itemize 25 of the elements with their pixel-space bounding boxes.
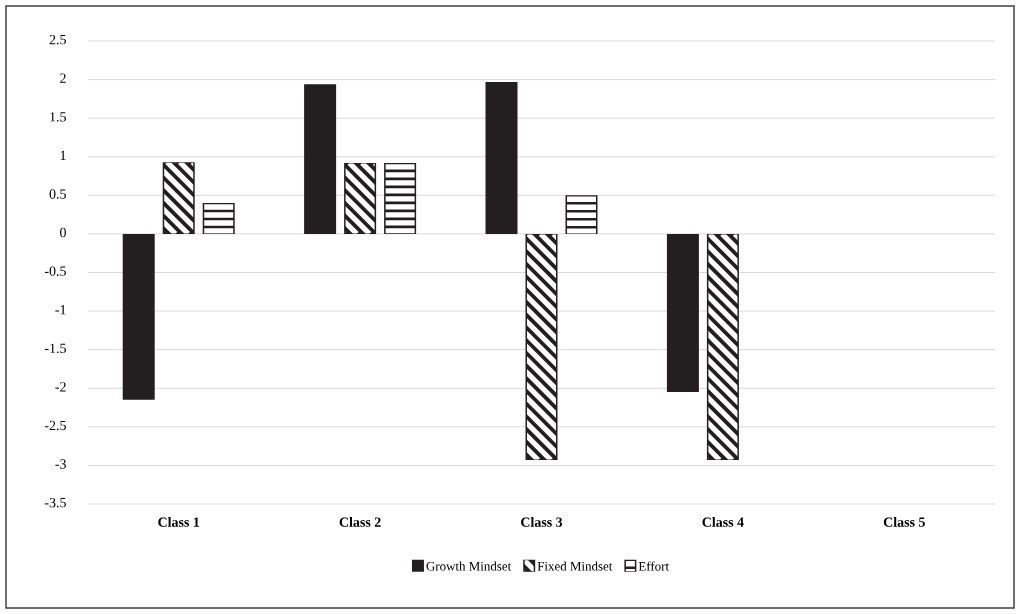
y-tick-label: 2 xyxy=(60,73,66,83)
y-tick-label: -3 xyxy=(55,459,66,469)
y-tick-label: 0 xyxy=(60,227,66,238)
x-tick-label: Class 2 xyxy=(339,516,381,527)
x-tick-label: Class 1 xyxy=(158,516,200,527)
bar xyxy=(666,233,699,393)
y-tick-label: -1 xyxy=(55,305,66,315)
x-tick-label: Class 4 xyxy=(702,516,744,527)
legend-label: Fixed Mindset xyxy=(537,561,613,571)
bar xyxy=(122,233,155,400)
x-tick-label: Class 3 xyxy=(521,516,563,527)
x-tick-label: Class 5 xyxy=(883,516,925,527)
bar xyxy=(485,81,518,234)
y-tick-label: -1.5 xyxy=(44,343,66,354)
legend-label: Effort xyxy=(638,561,669,571)
y-tick-label: 1 xyxy=(60,150,66,160)
y-tick-label: 2.5 xyxy=(49,34,66,45)
y-tick-label: -0.5 xyxy=(44,266,66,276)
y-tick-label: 0.5 xyxy=(49,189,66,199)
y-tick-label: -2.5 xyxy=(44,420,66,431)
bar xyxy=(304,84,337,234)
y-tick-label: 1.5 xyxy=(50,112,66,122)
y-tick-label: -3.5 xyxy=(44,497,66,508)
y-tick-label: -2 xyxy=(55,382,66,392)
legend-label: Growth Mindset xyxy=(426,561,512,571)
